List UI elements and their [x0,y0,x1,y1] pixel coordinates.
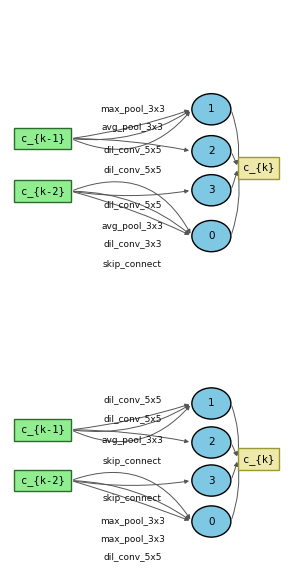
Text: c_{k-2}: c_{k-2} [21,475,65,486]
Text: 3: 3 [208,185,215,195]
Text: 0: 0 [208,231,215,241]
FancyBboxPatch shape [14,419,71,441]
Text: 1: 1 [208,104,215,114]
Text: c_{k}: c_{k} [243,453,274,464]
Ellipse shape [192,465,231,496]
Text: dil_conv_5x5: dil_conv_5x5 [103,414,161,424]
Ellipse shape [192,136,231,167]
Text: c_{k-2}: c_{k-2} [21,186,65,197]
Ellipse shape [192,221,231,251]
Text: c_{k-1}: c_{k-1} [21,424,65,435]
Text: max_pool_3x3: max_pool_3x3 [100,517,165,526]
Text: dil_conv_5x5: dil_conv_5x5 [103,145,161,154]
Text: skip_connect: skip_connect [103,456,162,466]
FancyBboxPatch shape [238,157,279,179]
Text: max_pool_3x3: max_pool_3x3 [100,535,165,544]
Text: c_{k}: c_{k} [243,162,274,173]
Text: 1: 1 [208,399,215,409]
Ellipse shape [192,427,231,458]
Ellipse shape [192,388,231,419]
Ellipse shape [192,94,231,125]
Text: avg_pool_3x3: avg_pool_3x3 [101,123,163,132]
Text: avg_pool_3x3: avg_pool_3x3 [101,436,163,445]
Text: c_{k-1}: c_{k-1} [21,133,65,144]
Text: 0: 0 [208,516,215,527]
Ellipse shape [192,506,231,537]
FancyBboxPatch shape [238,448,279,470]
Ellipse shape [192,175,231,206]
FancyBboxPatch shape [14,128,71,149]
Text: dil_conv_3x3: dil_conv_3x3 [103,239,161,249]
Text: dil_conv_5x5: dil_conv_5x5 [103,552,161,561]
FancyBboxPatch shape [14,180,71,202]
Text: dil_conv_5x5: dil_conv_5x5 [103,395,161,404]
Text: avg_pool_3x3: avg_pool_3x3 [101,222,163,231]
Text: dil_conv_5x5: dil_conv_5x5 [103,165,161,174]
Text: max_pool_3x3: max_pool_3x3 [100,105,165,113]
Text: skip_connect: skip_connect [103,260,162,269]
Text: 3: 3 [208,475,215,485]
Text: 2: 2 [208,438,215,448]
FancyBboxPatch shape [14,470,71,491]
Text: skip_connect: skip_connect [103,494,162,503]
Text: dil_conv_5x5: dil_conv_5x5 [103,200,161,210]
Text: 2: 2 [208,146,215,156]
